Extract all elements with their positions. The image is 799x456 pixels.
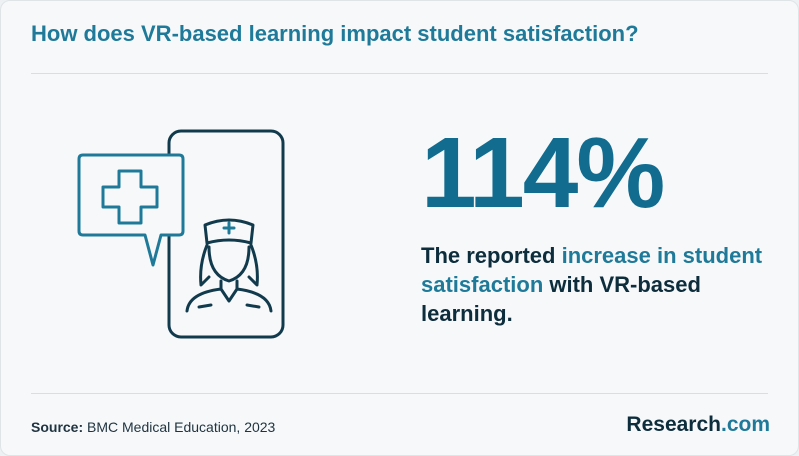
bottom-divider — [31, 393, 768, 394]
stat-description: The reported increase in student satisfa… — [421, 241, 771, 328]
stat-description-highlight: increase in student satisfaction — [421, 243, 763, 297]
page-title: How does VR-based learning impact studen… — [31, 21, 639, 46]
stat-description-suffix: with VR-based learning. — [421, 272, 701, 326]
source-text: BMC Medical Education, 2023 — [87, 419, 276, 435]
phone-nurse-medical-icon — [77, 129, 285, 339]
stat-value: 114% — [421, 117, 665, 229]
brand-name: Research — [626, 413, 721, 436]
brand-suffix: .com — [720, 413, 770, 436]
source-label: Source: — [31, 419, 84, 435]
brand-logo[interactable]: Research.com — [626, 413, 770, 437]
top-divider — [31, 73, 768, 74]
source-line: Source: BMC Medical Education, 2023 — [31, 419, 275, 435]
stat-description-prefix: The reported — [421, 243, 562, 268]
